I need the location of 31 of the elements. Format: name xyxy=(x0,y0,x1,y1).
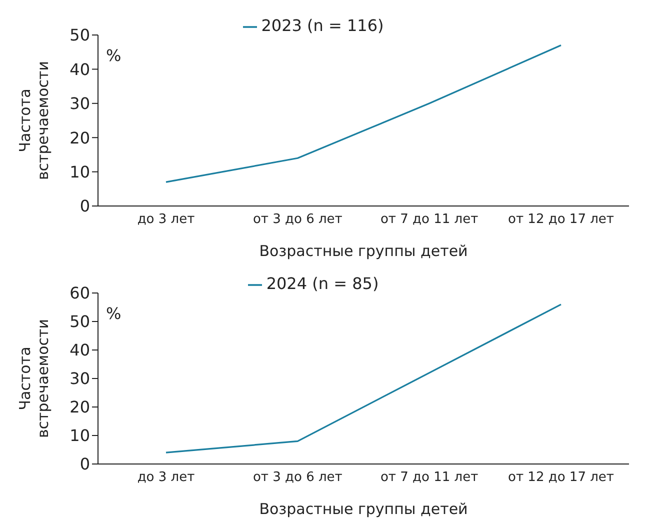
y-axis-title: Частота встречаемости xyxy=(16,318,52,438)
y-tick-label: 10 xyxy=(70,426,90,446)
annotation: % xyxy=(106,46,122,65)
x-tick-label: от 7 до 11 лет xyxy=(380,470,479,486)
x-tick-label: от 3 до 6 лет xyxy=(252,470,343,486)
x-axis-title: Возрастные группы детей xyxy=(259,500,468,518)
y-tick-label: 30 xyxy=(70,94,90,114)
y-tick-label: 60 xyxy=(70,284,90,303)
y-tick-label: 10 xyxy=(70,162,90,182)
y-tick-label: 20 xyxy=(70,128,90,148)
x-axis-title: Возрастные группы детей xyxy=(259,242,468,260)
y-tick-label: 40 xyxy=(70,60,90,79)
x-tick-label: от 3 до 6 лет xyxy=(252,212,343,228)
line-series xyxy=(165,304,562,454)
x-tick-label: до 3 лет xyxy=(137,470,196,486)
y-tick-label: 30 xyxy=(70,369,90,388)
y-tick-label: 40 xyxy=(70,340,90,360)
annotation: % xyxy=(106,304,122,323)
x-tick-label: от 7 до 11 лет xyxy=(380,212,479,228)
y-tick-label: 0 xyxy=(80,454,90,474)
x-tick-label: до 3 лет xyxy=(137,212,196,228)
y-tick-label: 0 xyxy=(80,196,90,216)
y-tick-label: 20 xyxy=(70,398,90,417)
line-series xyxy=(165,44,562,183)
y-axis-title: Частота встречаемости xyxy=(16,60,52,180)
y-tick-label: 50 xyxy=(70,312,90,332)
x-tick-label: от 12 до 17 лет xyxy=(508,470,614,486)
legend-label: 2024 (n = 85) xyxy=(266,274,379,293)
x-tick-label: от 12 до 17 лет xyxy=(508,212,614,228)
y-tick-label: 50 xyxy=(70,26,90,45)
legend-label: 2023 (n = 116) xyxy=(261,16,384,35)
